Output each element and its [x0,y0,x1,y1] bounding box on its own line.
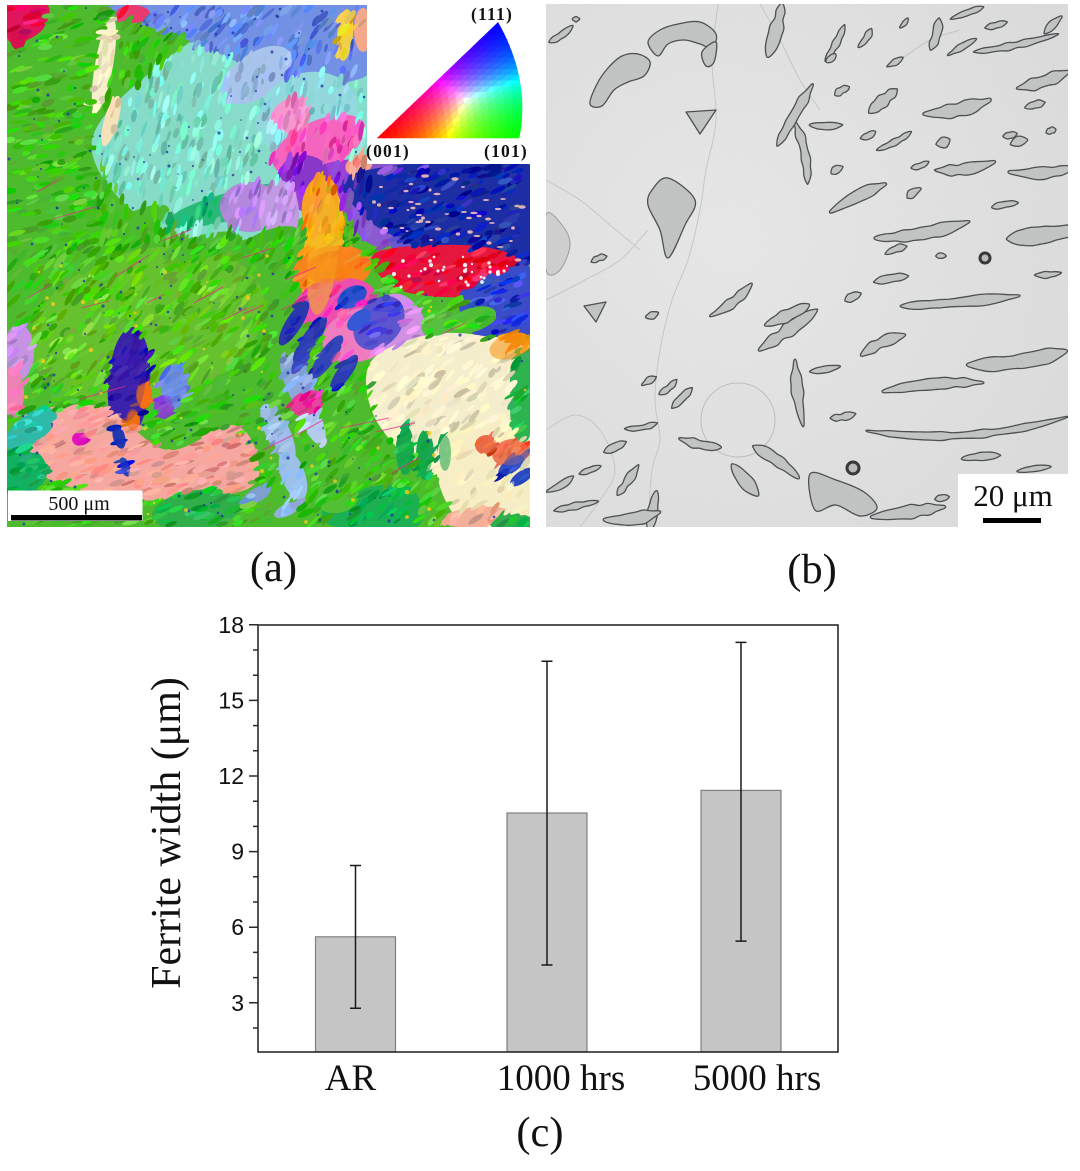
svg-text:500 μm: 500 μm [48,493,110,515]
svg-text:1000 hrs: 1000 hrs [497,1058,625,1099]
svg-text:5000 hrs: 5000 hrs [693,1058,821,1099]
svg-text:(c): (c) [516,1109,563,1156]
svg-text:(a): (a) [250,544,297,591]
svg-text:(b): (b) [787,546,837,593]
svg-text:18: 18 [218,612,244,638]
svg-text:AR: AR [325,1058,377,1099]
svg-text:(101): (101) [484,141,528,161]
svg-text:(001): (001) [366,141,410,161]
svg-text:15: 15 [218,687,244,713]
svg-text:20 μm: 20 μm [973,478,1052,513]
svg-text:Ferrite width (μm): Ferrite width (μm) [144,677,190,989]
svg-text:9: 9 [231,839,244,865]
svg-text:6: 6 [231,914,244,940]
svg-text:12: 12 [218,763,244,789]
svg-text:3: 3 [231,990,244,1016]
svg-text:(111): (111) [471,4,513,24]
